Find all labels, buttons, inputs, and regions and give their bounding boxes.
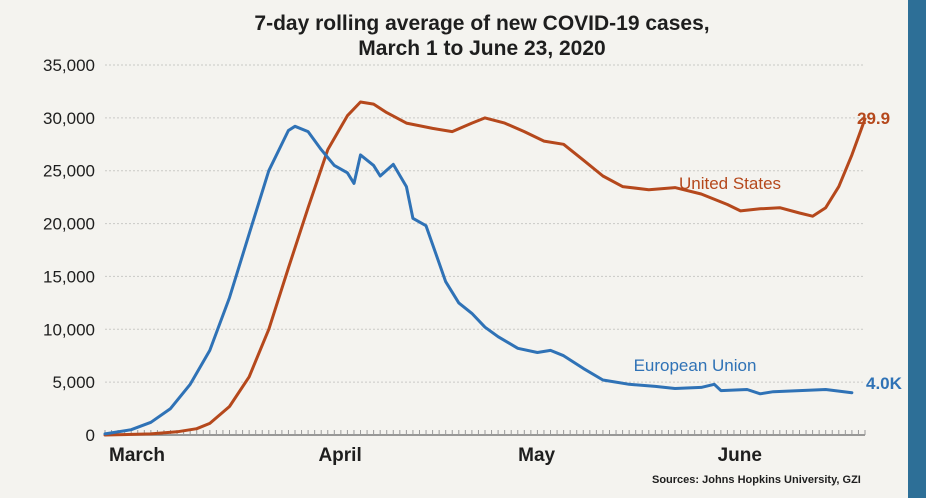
x-axis: March April May June [109,445,762,466]
series-group: United States 29.9 European Union 4.0K [103,100,903,437]
chart-title-line1: 7-day rolling average of new COVID-19 ca… [254,12,709,35]
series-end-label: 4.0K [866,374,903,393]
series-line [103,124,854,436]
y-tick-label: 20,000 [43,215,95,234]
y-axis: 35,000 30,000 25,000 20,000 15,000 10,000 5,00… [43,56,95,445]
y-tick-label: 10,000 [43,320,95,339]
y-tick-label: 30,000 [43,109,95,128]
source-note: Sources: Johns Hopkins University, GZI [652,474,861,486]
series-end-label: 29.9 [857,109,890,128]
series-name-label: United States [679,174,781,193]
y-tick-label: 25,000 [43,162,95,181]
series-line [103,100,867,437]
x-tick-label: June [718,445,762,466]
y-tick-label: 15,000 [43,267,95,286]
y-tick-label: 0 [86,426,95,445]
y-tick-label: 5,000 [52,373,95,392]
gridlines [104,64,866,436]
y-tick-label: 35,000 [43,56,95,75]
x-tick-label: March [109,445,165,466]
x-tick-label: May [518,445,555,466]
chart-title-line2: March 1 to June 23, 2020 [358,37,605,60]
series-name-label: European Union [634,356,757,375]
x-tick-label: April [318,445,361,466]
